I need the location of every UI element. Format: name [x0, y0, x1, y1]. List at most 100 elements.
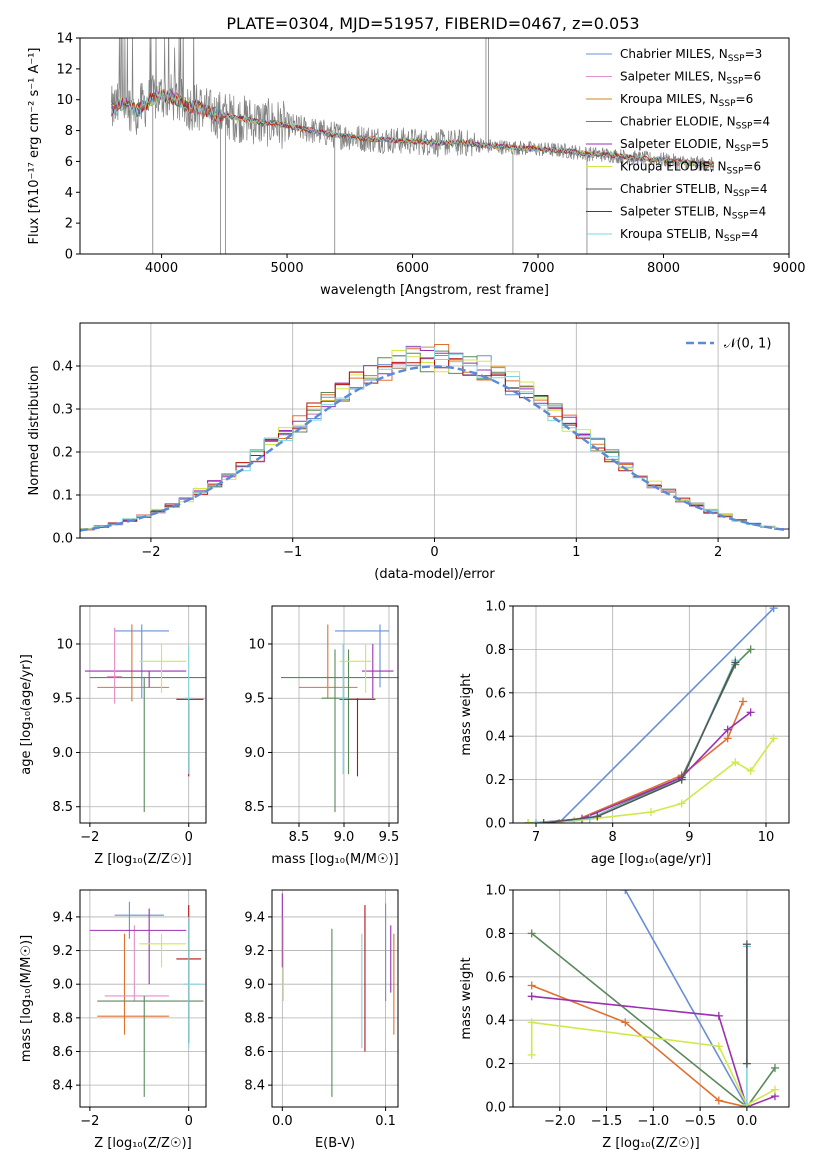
y-tick-label: 8.4: [52, 1079, 73, 1094]
plot-area: [281, 624, 398, 813]
x-axis-label: age [log₁₀(age/yr)]: [591, 852, 712, 867]
y-axis-label: mass weight: [459, 673, 474, 755]
axes-frame: [271, 889, 399, 1108]
y-tick-label: 0.6: [485, 970, 506, 985]
y-tick-label: 0.2: [485, 773, 506, 788]
legend-suffix: =4: [749, 205, 767, 219]
legend-subscript: SSP: [736, 122, 753, 132]
plot-area: [84, 624, 206, 813]
x-axis-label: Z [log₁₀(Z/Z☉)]: [94, 852, 191, 867]
legend-label: Kroupa ELODIE, NSSP=6: [620, 160, 761, 177]
panels: 4000 5000 6000 7000 8000 900002468101214wavel…: [19, 32, 806, 1152]
x-tick-label: 8000: [647, 261, 680, 276]
y-axis-label: Normed distribution: [27, 366, 42, 496]
plot-area: [89, 901, 204, 1097]
normal-curve: [80, 365, 787, 532]
y-tick-label: 8.8: [52, 1011, 73, 1026]
x-tick-label: 0.1: [375, 1114, 396, 1129]
series-line: [558, 607, 775, 823]
x-tick-label: 0: [185, 1114, 193, 1129]
legend-subscript: SSP: [732, 212, 749, 222]
x-tick-label: 0: [430, 545, 438, 560]
legend-suffix: =6: [736, 92, 754, 106]
y-tick-label: 0.4: [485, 1014, 506, 1029]
x-tick-label: 9.0: [334, 830, 355, 845]
y-tick-label: 8.8: [244, 1011, 265, 1026]
x-tick-label: −1.5: [591, 1114, 623, 1129]
axes-frame: [79, 37, 790, 255]
legend-suffix: =4: [750, 182, 768, 196]
plot-area: [527, 890, 779, 1107]
y-tick-label: 9.4: [52, 910, 73, 925]
y-tick-label: 9.2: [52, 944, 73, 959]
y-tick-label: 9.4: [244, 910, 265, 925]
legend-suffix: =4: [752, 115, 770, 129]
y-tick-label: 0.0: [52, 532, 73, 547]
y-tick-label: 0.3: [52, 403, 73, 418]
x-tick-label: 10: [758, 830, 775, 845]
x-axis-label: E(B-V): [315, 1136, 355, 1151]
legend-suffix: =6: [743, 70, 761, 84]
axes-frame: [79, 605, 207, 824]
series-line: [531, 984, 748, 1107]
panel-spectrum: 4000 5000 6000 7000 8000 9000 0 2 4 6 8 10 12 14 wavel…: [27, 32, 806, 299]
y-tick-label: 0.1: [52, 489, 73, 504]
x-tick-label: 0: [185, 830, 193, 845]
y-tick-label: 8: [65, 124, 73, 139]
y-axis-label: Flux [fλ10⁻¹⁷ erg cm⁻² s⁻¹ A⁻¹]: [27, 48, 42, 245]
histogram-kroupa-stelib: [80, 346, 789, 530]
panel-mass_vs_Z: −2 0 8.4 8.6 8.8 9.0 9.2 9.4 Z [log₁₀(Z/Z☉)] mass…: [19, 889, 207, 1151]
axes-frame: [512, 889, 790, 1108]
x-tick-label: −2: [80, 830, 99, 845]
legend-suffix: =6: [743, 160, 761, 174]
y-tick-label: 0: [65, 248, 73, 263]
x-tick-label: −2.0: [544, 1114, 576, 1129]
x-tick-label: 9000: [772, 261, 805, 276]
plot-area: [80, 344, 789, 532]
y-tick-label: 10: [56, 637, 73, 652]
y-tick-label: 4: [65, 186, 73, 201]
x-tick-label: 9.5: [379, 830, 400, 845]
x-tick-label: −0.5: [684, 1114, 716, 1129]
y-tick-label: 9.2: [244, 944, 265, 959]
y-tick-label: 9.0: [52, 746, 73, 761]
x-axis-label: Z [log₁₀(Z/Z☉)]: [94, 1136, 191, 1151]
y-tick-label: 9.5: [244, 692, 265, 707]
y-axis-label: mass weight: [459, 957, 474, 1039]
y-axis-label: mass [log₁₀(M/M☉)]: [19, 935, 34, 1062]
y-tick-label: 9.0: [244, 978, 265, 993]
y-tick-label: 10: [248, 637, 265, 652]
y-tick-label: 0.2: [52, 446, 73, 461]
y-tick-label: 8.5: [52, 800, 73, 815]
legend-suffix: =5: [751, 137, 769, 151]
x-tick-label: 4000: [145, 261, 178, 276]
model-spectrum-kroupa-elodie: [111, 89, 714, 168]
panel-age_vs_mass: 8.5 9.0 9.5 8.5 9.0 9.5 10 mass [log₁₀(M/M☉)]: [244, 605, 400, 867]
x-axis-label: (data-model)/error: [374, 567, 495, 582]
y-tick-label: 8.5: [244, 800, 265, 815]
plot-area: [111, 38, 715, 254]
series-line: [624, 890, 748, 1107]
plot-area: [281, 893, 395, 1097]
x-tick-label: −2: [141, 545, 160, 560]
series-line: [543, 662, 737, 823]
y-tick-label: 9.0: [52, 978, 73, 993]
panel-mass_vs_ebv: 0.0 0.1 8.4 8.6 8.8 9.0 9.2 9.4 E(B-V): [244, 889, 399, 1151]
y-tick-label: 9.0: [244, 746, 265, 761]
spectrum-legend: Chabrier MILES, NSSP=3 Salpeter MILES, NS…: [586, 47, 770, 244]
legend-subscript: SSP: [728, 54, 745, 64]
legend-label: Salpeter MILES, NSSP=6: [620, 70, 761, 87]
legend-label: Kroupa STELIB, NSSP=4: [620, 227, 758, 244]
axes-frame: [271, 605, 399, 824]
legend-label: Salpeter STELIB, NSSP=4: [620, 205, 766, 222]
legend-subscript: SSP: [727, 77, 744, 87]
y-tick-label: 0.2: [485, 1057, 506, 1072]
x-tick-label: 2: [714, 545, 722, 560]
series-line: [531, 932, 776, 1107]
legend-subscript: SSP: [734, 144, 751, 154]
y-tick-label: 14: [56, 32, 73, 47]
x-tick-label: 6000: [396, 261, 429, 276]
x-tick-label: 8: [609, 830, 617, 845]
x-tick-label: 7000: [521, 261, 554, 276]
legend-suffix: =3: [745, 47, 763, 61]
